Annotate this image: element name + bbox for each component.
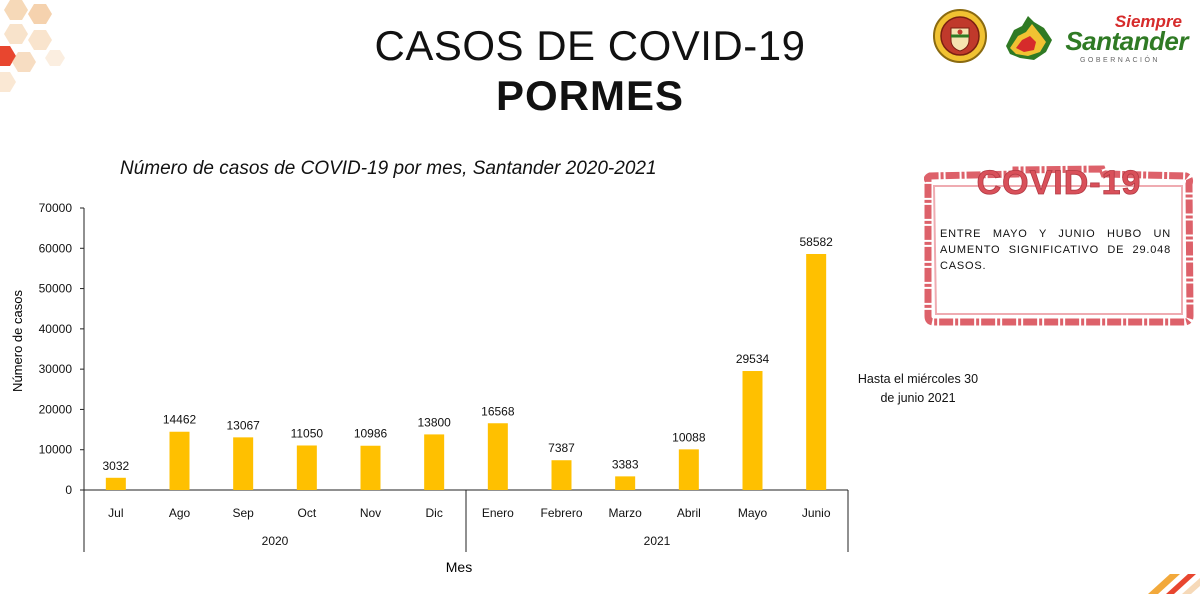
data-label: 3032 bbox=[102, 459, 129, 473]
x-tick-label: Oct bbox=[297, 506, 316, 520]
x-tick-label: Febrero bbox=[540, 506, 582, 520]
y-tick-label: 50000 bbox=[39, 282, 73, 296]
date-note: Hasta el miércoles 30 de junio 2021 bbox=[838, 370, 998, 408]
data-label: 11050 bbox=[291, 426, 324, 440]
bar bbox=[424, 434, 445, 490]
y-tick-label: 60000 bbox=[39, 241, 73, 255]
y-tick-label: 10000 bbox=[39, 443, 73, 457]
bar-chart: 0 10000 20000 30000 40000 50000 60000 70000 303… bbox=[10, 201, 849, 575]
date-note-line2: de junio 2021 bbox=[880, 391, 956, 405]
bar bbox=[233, 437, 254, 490]
x-tick-label: Junio bbox=[802, 506, 831, 520]
year-group-lines: 2020 2021 bbox=[83, 490, 849, 552]
bar bbox=[487, 423, 508, 490]
stamp-message: ENTRE MAYO Y JUNIO HUBO UN AUMENTO SIGNI… bbox=[940, 228, 1171, 272]
data-label: 16568 bbox=[481, 404, 515, 418]
brand-subtitle: GOBERNACIÓN bbox=[1079, 57, 1160, 64]
stamp-frame: COVID-19 bbox=[924, 164, 1194, 326]
government-seal-logo bbox=[933, 9, 987, 63]
siempre-santander-logo: Siempre Santander GOBERNACIÓN bbox=[1000, 6, 1190, 68]
y-axis-ticks: 0 10000 20000 30000 40000 50000 60000 70000 bbox=[39, 201, 84, 497]
brand-name: Santander bbox=[1065, 26, 1188, 56]
page-subtitle: PORMES bbox=[495, 72, 685, 119]
y-tick-label: 20000 bbox=[39, 402, 73, 416]
data-label: 13800 bbox=[417, 415, 451, 429]
data-label: 58582 bbox=[799, 235, 833, 249]
stamp-heading: COVID-19 bbox=[977, 164, 1142, 202]
corner-stripe-decoration bbox=[1148, 574, 1200, 594]
bar bbox=[615, 476, 636, 490]
group-label: 2020 bbox=[262, 534, 289, 548]
x-tick-label: Sep bbox=[232, 506, 254, 520]
bar bbox=[169, 431, 190, 490]
santander-map-icon bbox=[1006, 16, 1052, 60]
x-tick-label: Marzo bbox=[608, 506, 642, 520]
y-tick-label: 40000 bbox=[39, 322, 73, 336]
bar bbox=[551, 460, 572, 490]
covid-stamp-callout: COVID-19 ENTRE MAYO Y JUNIO HUBO UN AUME… bbox=[924, 156, 1194, 326]
y-axis-label: Número de casos bbox=[10, 290, 25, 392]
data-label: 10088 bbox=[672, 430, 706, 444]
page-title: CASOS DE COVID-19 bbox=[374, 22, 806, 69]
x-tick-label: Mayo bbox=[738, 506, 768, 520]
y-tick-label: 0 bbox=[65, 483, 72, 497]
brand-tagline: Siempre bbox=[1114, 12, 1182, 31]
x-tick-label: Enero bbox=[482, 506, 514, 520]
bar bbox=[742, 371, 763, 490]
group-label: 2021 bbox=[644, 534, 671, 548]
data-label: 14462 bbox=[163, 413, 197, 427]
data-label: 10986 bbox=[354, 427, 388, 441]
bar bbox=[360, 445, 381, 490]
bar bbox=[678, 449, 699, 490]
x-tick-label: Ago bbox=[169, 506, 191, 520]
y-tick-label: 70000 bbox=[39, 201, 73, 215]
corner-hexagon-decoration bbox=[0, 0, 65, 92]
x-tick-label: Abril bbox=[677, 506, 701, 520]
data-label: 29534 bbox=[736, 352, 770, 366]
y-tick-label: 30000 bbox=[39, 362, 73, 376]
x-tick-label: Dic bbox=[425, 506, 442, 520]
x-tick-label: Jul bbox=[108, 506, 123, 520]
bar bbox=[806, 253, 827, 490]
bar bbox=[296, 445, 317, 490]
chart-title: Número de casos de COVID-19 por mes, San… bbox=[120, 158, 657, 179]
data-label: 3383 bbox=[612, 457, 639, 471]
data-label: 13067 bbox=[226, 418, 260, 432]
bar-series: 3032 Jul 14462 Ago 13067 Sep 11050 Oct 10986 Nov 1… bbox=[102, 235, 833, 520]
data-label: 7387 bbox=[548, 441, 575, 455]
date-note-line1: Hasta el miércoles 30 bbox=[857, 372, 979, 386]
x-tick-label: Nov bbox=[360, 506, 381, 520]
x-axis-label: Mes bbox=[446, 559, 472, 575]
bar bbox=[105, 477, 126, 490]
